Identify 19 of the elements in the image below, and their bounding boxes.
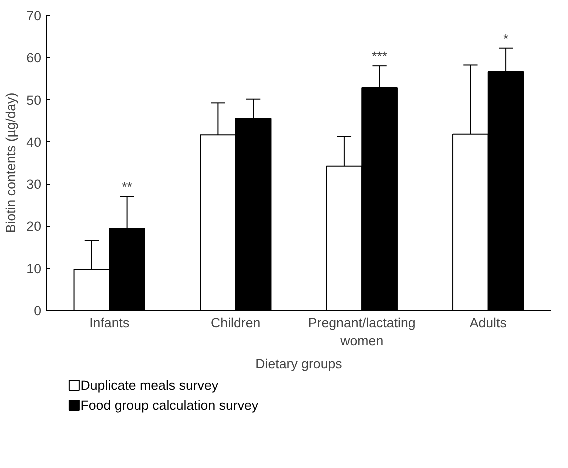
legend-label: Duplicate meals survey	[80, 378, 219, 393]
x-axis-title: Dietary groups	[256, 356, 343, 372]
y-tick-label: 40	[26, 134, 42, 150]
y-tick-label: 20	[26, 219, 42, 234]
x-tick-label: Infants	[90, 316, 130, 330]
annotation: **	[122, 180, 132, 195]
y-tick-label: 60	[26, 50, 42, 66]
y-axis-title: Biotin contents (µg/day)	[4, 92, 19, 234]
y-tick-label: 50	[26, 92, 42, 108]
y-tick-label: 10	[26, 261, 42, 276]
annotation: *	[503, 31, 509, 46]
annotation: ***	[372, 49, 388, 64]
y-tick-label: 0	[34, 304, 42, 318]
y-tick-label: 70	[26, 8, 42, 24]
x-tick-label: Children	[211, 316, 261, 330]
x-tick-label: Pregnant/lactating women	[308, 316, 416, 348]
y-tick-label: 30	[26, 177, 42, 192]
x-tick-label: Adults	[470, 316, 508, 330]
legend-label: Food group calculation survey	[80, 398, 259, 413]
